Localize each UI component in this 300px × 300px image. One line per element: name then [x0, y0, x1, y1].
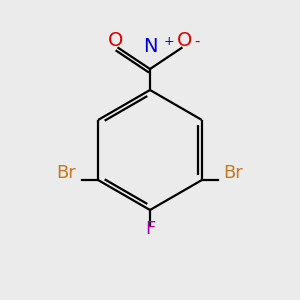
Text: Br: Br [57, 164, 76, 181]
Text: O: O [177, 31, 192, 50]
Text: F: F [145, 220, 155, 238]
Text: N: N [143, 37, 157, 56]
Text: -: - [194, 34, 200, 49]
Text: +: + [164, 35, 174, 48]
Text: O: O [108, 31, 123, 50]
Text: Br: Br [224, 164, 243, 181]
